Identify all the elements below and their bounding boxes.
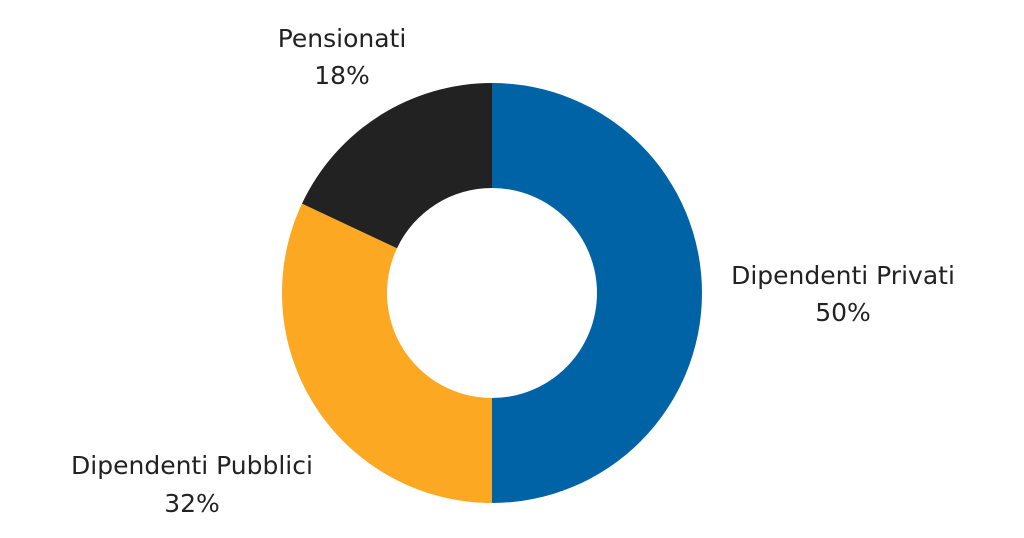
slice-dipendenti-privati <box>492 83 702 503</box>
slice-pensionati <box>301 83 492 249</box>
slice-dipendenti-pubblici <box>281 203 492 503</box>
slice-label-name: Dipendenti Privati <box>731 261 955 290</box>
slice-label-percent: 32% <box>164 489 220 518</box>
slice-label-name: Pensionati <box>278 24 407 53</box>
slice-label-dipendenti-pubblici: Dipendenti Pubblici 32% <box>71 451 313 518</box>
slice-label-pensionati: Pensionati 18% <box>278 24 407 90</box>
chart-slices <box>281 83 702 503</box>
slice-label-name: Dipendenti Pubblici <box>71 451 313 480</box>
slice-label-dipendenti-privati: Dipendenti Privati 50% <box>731 261 955 327</box>
slice-label-percent: 50% <box>815 298 871 327</box>
slice-label-percent: 18% <box>314 61 370 90</box>
